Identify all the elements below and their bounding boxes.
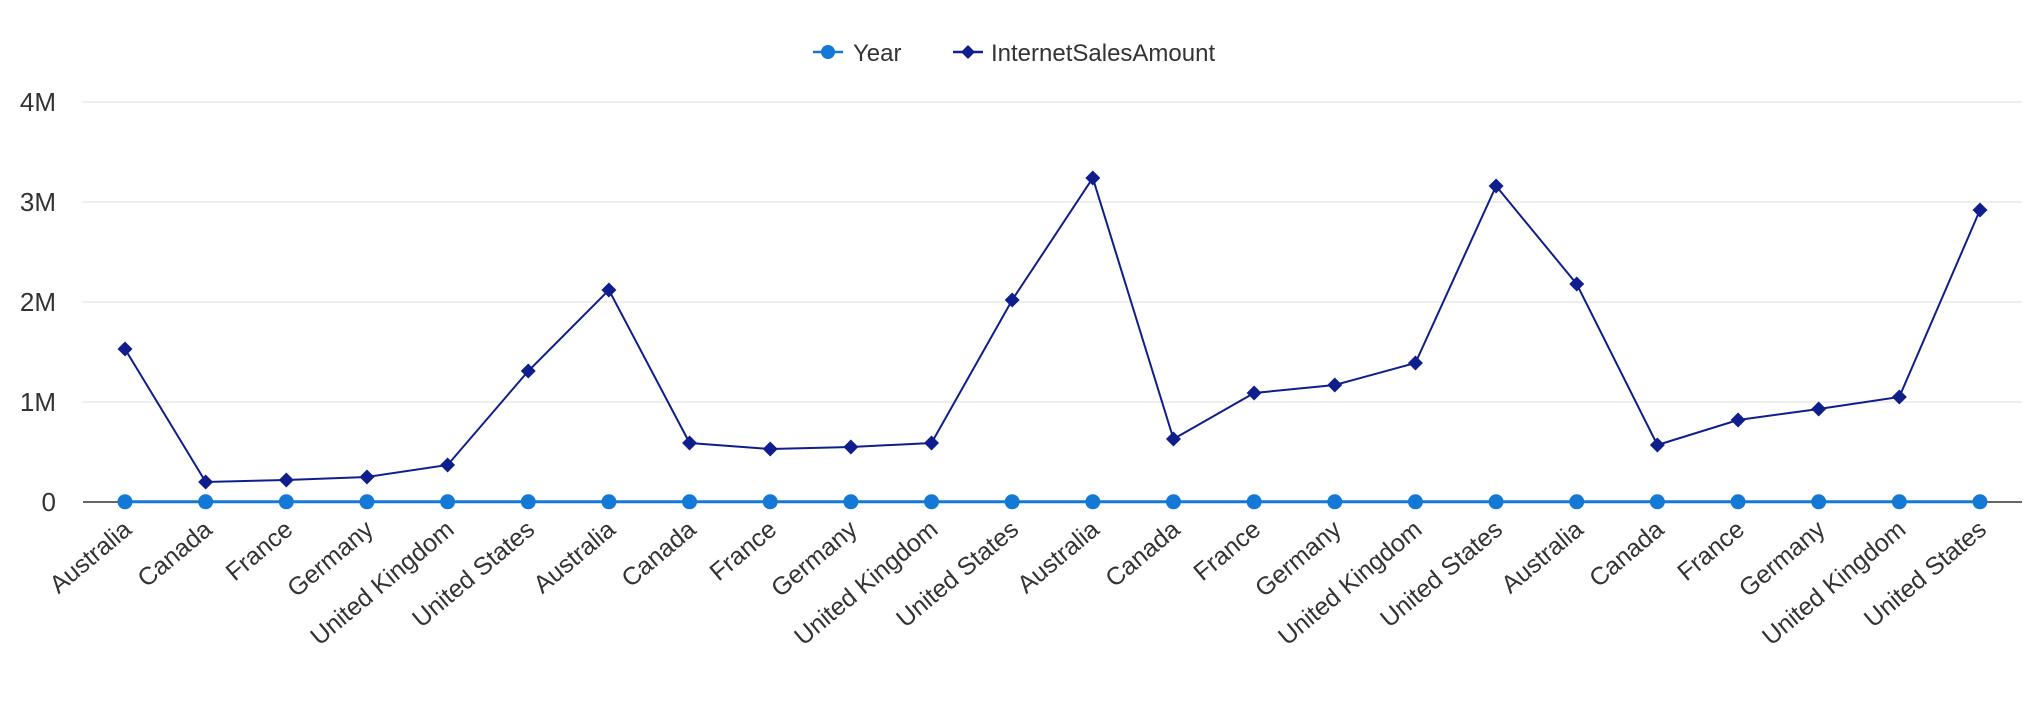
data-point[interactable] (1085, 494, 1101, 510)
data-point[interactable] (1085, 170, 1101, 186)
series-internetsalesamount (117, 170, 1988, 490)
data-point[interactable] (278, 472, 294, 488)
x-tick-label: United Kingdom (305, 515, 459, 651)
gridlines (83, 101, 2022, 403)
data-point[interactable] (440, 457, 456, 473)
legend-diamond-marker-icon (961, 45, 975, 59)
data-point[interactable] (601, 494, 617, 510)
x-tick-label: Canada (1100, 515, 1185, 593)
data-point[interactable] (1488, 178, 1504, 194)
data-point[interactable] (601, 282, 617, 298)
x-tick-label: France (1672, 515, 1750, 586)
data-point[interactable] (1891, 494, 1907, 510)
data-point[interactable] (440, 494, 456, 510)
x-tick-label: Canada (616, 515, 701, 593)
data-point[interactable] (1165, 431, 1181, 447)
data-point[interactable] (762, 441, 778, 457)
data-point[interactable] (1004, 494, 1020, 510)
data-point[interactable] (1730, 494, 1746, 510)
series-year (117, 494, 1988, 510)
y-tick-label: 0 (42, 487, 56, 517)
data-point[interactable] (1811, 494, 1827, 510)
data-point[interactable] (843, 439, 859, 455)
x-tick-label: France (1188, 515, 1266, 586)
legend[interactable]: Year InternetSalesAmount (813, 40, 1215, 67)
data-point[interactable] (682, 494, 698, 510)
data-point[interactable] (198, 474, 214, 490)
x-tick-label: Australia (1496, 515, 1589, 599)
data-point[interactable] (117, 494, 133, 510)
data-point[interactable] (924, 494, 940, 510)
x-tick-label: France (221, 515, 299, 586)
x-tick-label: Australia (1012, 515, 1105, 599)
data-point[interactable] (1730, 412, 1746, 428)
legend-label: Year (853, 40, 902, 67)
x-tick-label: United Kingdom (1273, 515, 1427, 651)
data-point[interactable] (117, 341, 133, 357)
data-point[interactable] (1246, 385, 1262, 401)
data-point[interactable] (278, 494, 294, 510)
data-point[interactable] (520, 494, 536, 510)
data-point[interactable] (1569, 494, 1585, 510)
y-tick-label: 4M (20, 87, 56, 117)
data-point[interactable] (1972, 494, 1988, 510)
data-point[interactable] (762, 494, 778, 510)
data-point[interactable] (520, 363, 536, 379)
data-point[interactable] (359, 469, 375, 485)
data-point[interactable] (1004, 292, 1020, 308)
x-tick-label: Canada (132, 515, 217, 593)
data-point[interactable] (682, 435, 698, 451)
data-point[interactable] (1407, 355, 1423, 371)
data-point[interactable] (924, 435, 940, 451)
data-point[interactable] (1488, 494, 1504, 510)
legend-item[interactable]: InternetSalesAmount (953, 40, 1215, 67)
data-point[interactable] (1327, 377, 1343, 393)
legend-label: InternetSalesAmount (991, 40, 1215, 67)
x-tick-label: United Kingdom (789, 515, 943, 651)
x-tick-label: Australia (528, 515, 621, 599)
x-tick-label: France (704, 515, 782, 586)
y-tick-label: 1M (20, 387, 56, 417)
x-tick-label: Australia (44, 515, 137, 599)
series-group (117, 170, 1988, 510)
data-point[interactable] (198, 494, 214, 510)
y-tick-label: 3M (20, 187, 56, 217)
data-point[interactable] (1246, 494, 1262, 510)
data-point[interactable] (359, 494, 375, 510)
data-point[interactable] (1649, 494, 1665, 510)
x-tick-label: United Kingdom (1757, 515, 1911, 651)
legend-item[interactable]: Year (813, 40, 902, 67)
legend-circle-marker-icon (821, 45, 835, 59)
y-tick-label: 2M (20, 287, 56, 317)
series-line (124, 175, 1981, 484)
data-point[interactable] (1569, 276, 1585, 292)
data-point[interactable] (1972, 202, 1988, 218)
x-tick-label: Canada (1584, 515, 1669, 593)
data-point[interactable] (1811, 401, 1827, 417)
data-point[interactable] (843, 494, 859, 510)
data-point[interactable] (1165, 494, 1181, 510)
data-point[interactable] (1407, 494, 1423, 510)
data-point[interactable] (1649, 437, 1665, 453)
data-point[interactable] (1891, 389, 1907, 405)
data-point[interactable] (1327, 494, 1343, 510)
